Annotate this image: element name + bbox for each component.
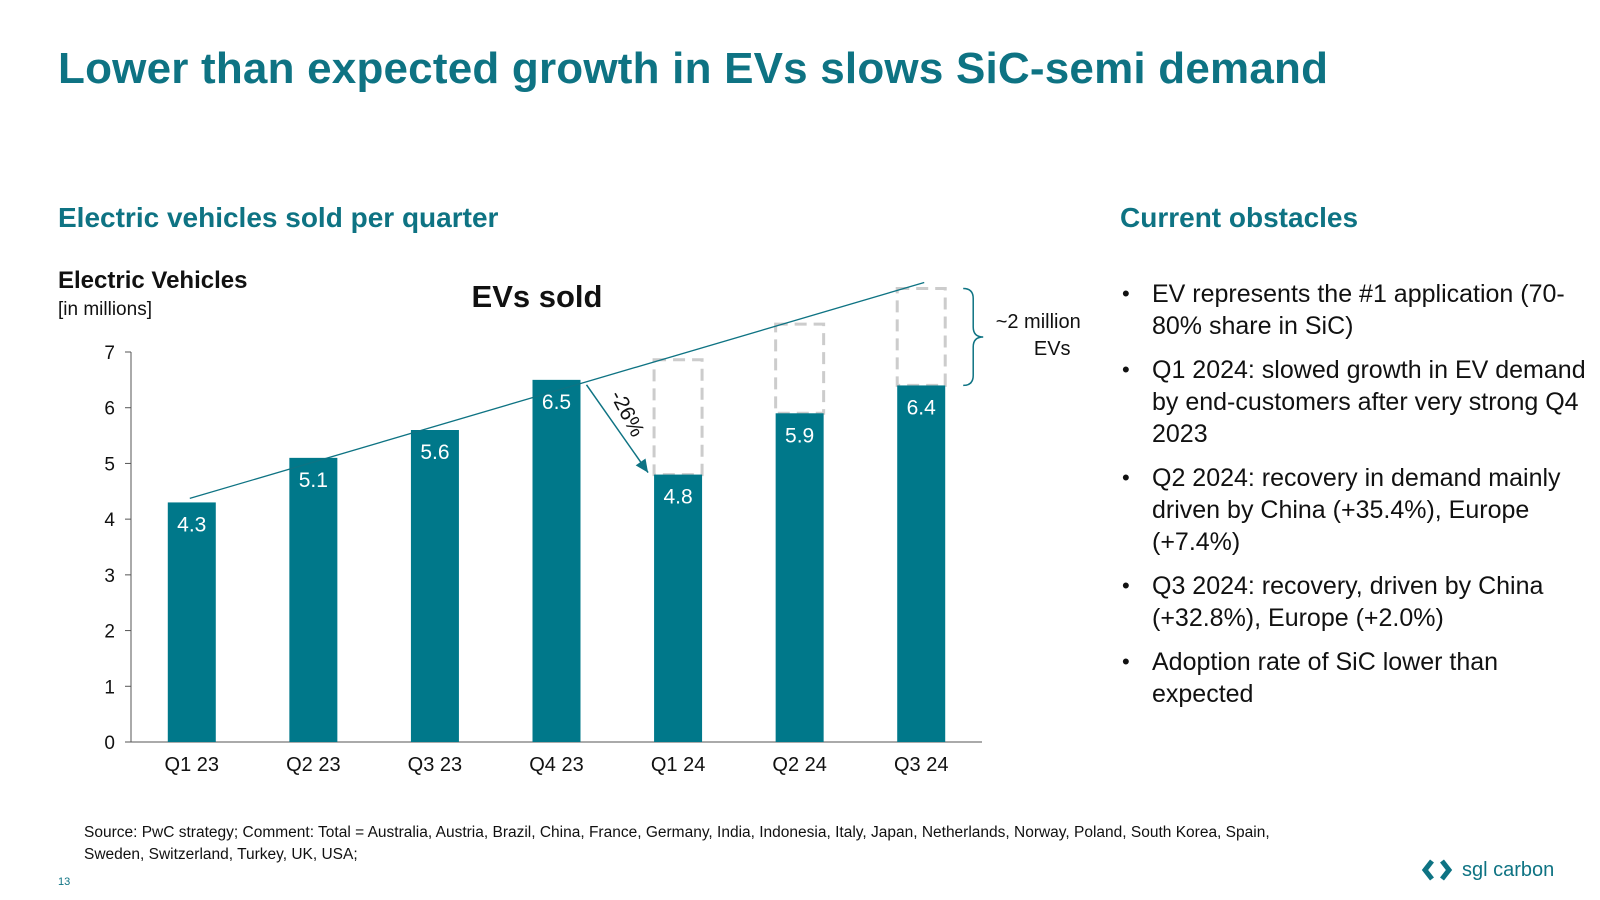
y-tick-label: 5: [104, 454, 115, 475]
bar-value-label: 5.9: [785, 424, 814, 447]
y-tick-label: 6: [104, 399, 115, 420]
page-number: 13: [58, 876, 71, 888]
source-footnote: Source: PwC strategy; Comment: Total = A…: [84, 824, 1270, 863]
x-tick-label: Q2 23: [286, 754, 340, 776]
ev-sales-bar-chart: Electric Vehicles [in millions] EVs sold 0 1…: [58, 267, 1081, 776]
y-axis-unit: [in millions]: [58, 299, 152, 320]
y-tick-label: 3: [104, 566, 115, 587]
company-logo: sgl carbon: [1420, 858, 1554, 882]
gap-label-line2: EVs: [1034, 338, 1071, 360]
bar: [410, 430, 459, 742]
bar-value-label: 6.5: [542, 391, 571, 414]
expected-gap-box: [774, 322, 826, 415]
bar-value-label: 4.8: [663, 486, 692, 509]
bar-value-label: 6.4: [907, 396, 937, 419]
x-tick-label: Q1 23: [165, 754, 219, 776]
x-tick-label: Q1 24: [651, 754, 705, 776]
bar: [775, 413, 824, 742]
obstacle-item: Q1 2024: slowed growth in EV demand by e…: [1120, 354, 1590, 450]
chart-heading: Electric vehicles sold per quarter: [58, 202, 499, 233]
expected-trend-line: [189, 281, 925, 500]
obstacles-heading: Current obstacles: [1120, 202, 1359, 233]
bar: [289, 457, 338, 742]
gap-label-line1: ~2 million: [996, 311, 1081, 333]
logo-mark-icon: [1421, 859, 1453, 881]
x-tick-label: Q3 23: [408, 754, 462, 776]
bar: [654, 474, 703, 742]
decline-arrow-line: [585, 384, 649, 474]
gap-brace: [963, 287, 984, 387]
y-tick-label: 4: [104, 510, 115, 531]
page-title: Lower than expected growth in EVs slows …: [58, 44, 1329, 93]
bar: [532, 379, 581, 742]
obstacle-item: EV represents the #1 application (70-80%…: [1120, 278, 1590, 342]
y-tick-label: 0: [104, 733, 115, 754]
expected-gap-box: [895, 286, 947, 387]
expected-gap-box: [652, 358, 704, 477]
bar-value-label: 5.1: [299, 469, 328, 492]
y-tick-label: 1: [104, 677, 115, 698]
decline-arrow-head: [635, 458, 649, 473]
obstacle-item: Adoption rate of SiC lower than expected: [1120, 646, 1590, 710]
chart-title: EVs sold: [472, 279, 603, 314]
decline-percent-label: -26%: [605, 387, 648, 441]
bar: [897, 385, 946, 742]
x-tick-label: Q3 24: [894, 754, 948, 776]
x-tick-label: Q4 23: [529, 754, 583, 776]
obstacle-item: Q2 2024: recovery in demand mainly drive…: [1120, 462, 1590, 558]
bar-value-label: 4.3: [177, 513, 206, 536]
obstacle-item: Q3 2024: recovery, driven by China (+32.…: [1120, 570, 1590, 634]
bar-value-label: 5.6: [420, 441, 449, 464]
obstacles-list: EV represents the #1 application (70-80%…: [1120, 278, 1590, 722]
y-tick-label: 7: [104, 343, 115, 364]
y-tick-label: 2: [104, 622, 115, 643]
y-axis-title: Electric Vehicles: [58, 267, 247, 294]
x-tick-label: Q2 24: [772, 754, 826, 776]
logo-text: sgl carbon: [1462, 858, 1555, 881]
bar: [167, 502, 216, 742]
